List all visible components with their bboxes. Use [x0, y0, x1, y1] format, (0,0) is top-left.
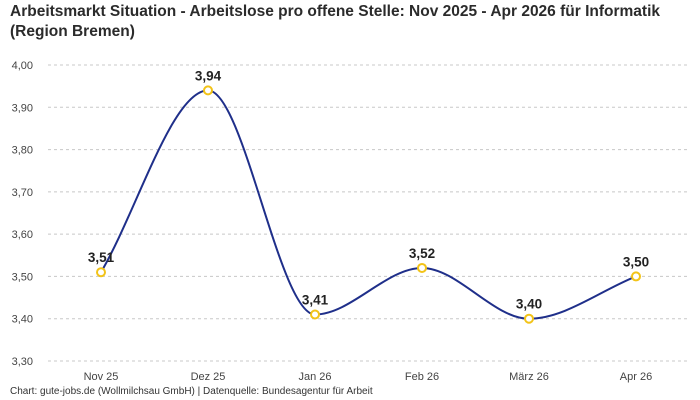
x-tick-label: Nov 25	[84, 371, 119, 383]
y-tick-label: 3,90	[12, 102, 33, 114]
chart-source-footer: Chart: gute-jobs.de (Wollmilchsau GmbH) …	[10, 386, 373, 397]
y-tick-label: 3,60	[12, 229, 33, 241]
x-tick-label: Dez 25	[191, 371, 226, 383]
data-point-marker	[203, 85, 213, 96]
data-point-marker	[96, 267, 106, 278]
data-label: 3,52	[409, 246, 435, 261]
data-markers	[96, 85, 641, 324]
y-axis-tick-labels: 3,30 3,40 3,50 3,60 3,70 3,80 3,90 4,00	[12, 60, 33, 368]
y-tick-label: 3,50	[12, 271, 33, 283]
y-tick-label: 3,80	[12, 145, 33, 157]
data-labels: 3,51 3,94 3,41 3,52 3,40 3,50	[88, 68, 649, 311]
series-line	[100, 89, 637, 320]
y-tick-label: 3,70	[12, 187, 33, 199]
gridlines	[48, 64, 690, 362]
y-tick-label: 3,30	[12, 356, 33, 368]
data-point-marker	[631, 271, 641, 282]
data-point-marker	[524, 313, 534, 324]
data-label: 3,41	[302, 292, 329, 307]
data-point-marker	[310, 309, 320, 320]
data-label: 3,50	[623, 254, 649, 269]
data-label: 3,94	[195, 68, 222, 83]
x-axis-tick-labels: Nov 25 Dez 25 Jan 26 Feb 26 März 26 Apr 26	[84, 371, 653, 383]
chart-title: Arbeitsmarkt Situation - Arbeitslose pro…	[10, 3, 661, 40]
data-label: 3,51	[88, 250, 115, 265]
data-label: 3,40	[516, 297, 542, 312]
x-tick-label: März 26	[509, 371, 549, 383]
x-tick-label: Jan 26	[298, 371, 331, 383]
y-tick-label: 4,00	[12, 60, 33, 72]
x-tick-label: Feb 26	[405, 371, 439, 383]
x-tick-label: Apr 26	[620, 371, 652, 383]
y-tick-label: 3,40	[12, 314, 33, 326]
data-point-marker	[417, 262, 427, 273]
